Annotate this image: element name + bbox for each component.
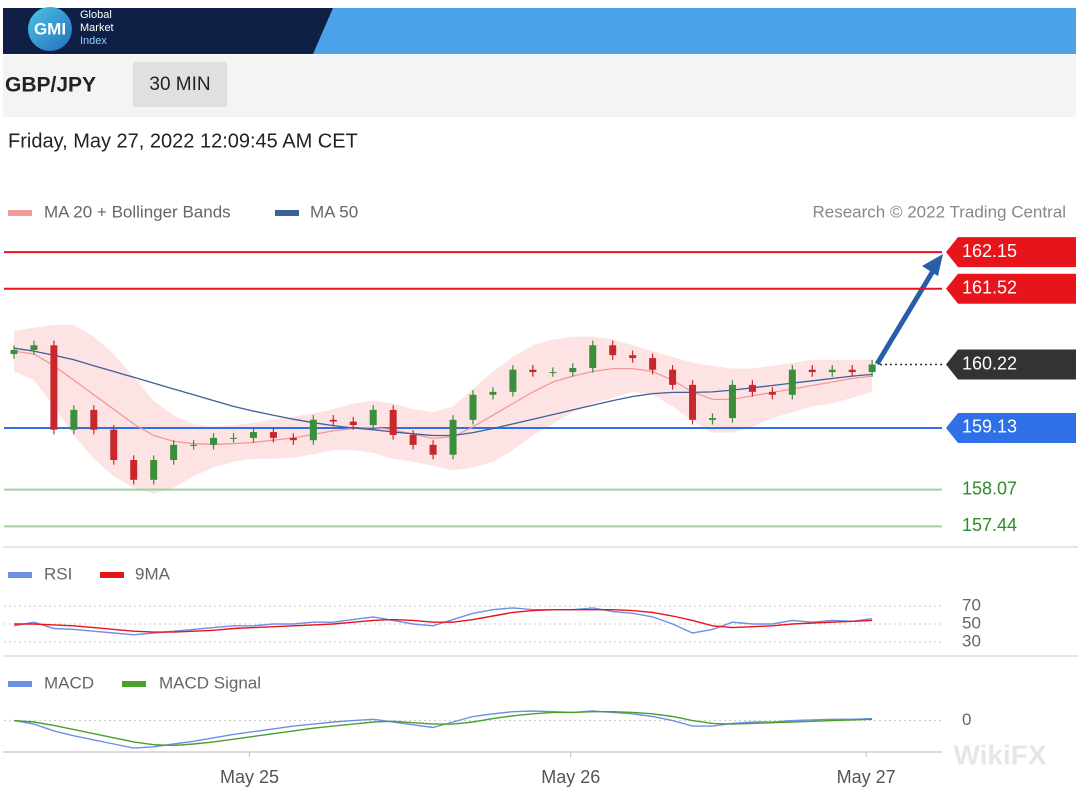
candle-body	[110, 429, 118, 460]
candle-body	[30, 345, 38, 350]
level-label: 159.13	[962, 417, 1017, 437]
candle-body	[569, 367, 577, 373]
candle-body	[210, 437, 218, 445]
candle-body	[848, 369, 856, 373]
logo-circle	[28, 7, 72, 51]
legend-label: 9MA	[135, 564, 171, 583]
candle-body	[130, 459, 138, 480]
candle-body	[728, 384, 736, 419]
legend-label: MACD	[44, 673, 94, 692]
candle-body	[190, 444, 198, 446]
candle-body	[649, 358, 657, 370]
x-tick-label: May 26	[541, 767, 600, 787]
header-brand-area	[3, 8, 333, 54]
legend-swatch	[122, 681, 146, 687]
candle-body	[589, 345, 597, 368]
candle-body	[50, 345, 58, 430]
y-tick-label: 0	[962, 710, 971, 729]
candle-body	[489, 391, 497, 395]
indicator-line	[14, 609, 873, 633]
timeframe-button[interactable]	[133, 62, 227, 107]
legend-label: MA 20 + Bollinger Bands	[44, 202, 231, 221]
credit: Research © 2022 Trading Central	[813, 202, 1067, 221]
candle-body	[509, 369, 517, 392]
candle-body	[349, 421, 357, 426]
candle-body	[788, 369, 796, 395]
candle-body	[269, 432, 277, 438]
candle-body	[708, 418, 716, 420]
legend-swatch	[8, 210, 32, 216]
level-label: 162.15	[962, 241, 1017, 261]
level-label: 160.22	[962, 353, 1017, 373]
candle-body	[768, 391, 776, 395]
y-tick-label: 50	[962, 614, 981, 633]
candle-body	[429, 444, 437, 455]
candle-body	[828, 369, 836, 373]
level-label: 157.44	[962, 515, 1017, 535]
y-tick-label: 30	[962, 631, 981, 650]
level-label: 161.52	[962, 278, 1017, 298]
candle-body	[230, 437, 238, 439]
candle-body	[689, 384, 697, 420]
watermark: WikiFX	[953, 739, 1046, 770]
legend-swatch	[275, 210, 299, 216]
forecast-arrow	[874, 264, 939, 366]
candle-body	[150, 459, 158, 480]
candle-body	[748, 384, 756, 392]
candle-body	[609, 345, 617, 356]
brand-line: Market	[80, 22, 114, 34]
candle-body	[289, 437, 297, 441]
symbol: GBP/JPY	[5, 74, 96, 97]
brand-line: Global	[80, 9, 112, 21]
level-label-box	[946, 412, 1076, 443]
y-tick-label: 70	[962, 596, 981, 615]
candle-body	[529, 369, 537, 373]
level-label: 158.07	[962, 478, 1017, 498]
logo-text: GMI	[34, 19, 66, 38]
bollinger-band	[14, 324, 873, 494]
legend-swatch	[8, 572, 32, 578]
level-label-box	[946, 273, 1076, 304]
candle-body	[469, 394, 477, 420]
legend-label: RSI	[44, 564, 72, 583]
level-label-box	[946, 237, 1076, 268]
legend-label: MACD Signal	[159, 673, 261, 692]
legend-swatch	[8, 681, 32, 687]
candle-body	[549, 372, 557, 374]
candle-body	[249, 432, 257, 438]
candle-body	[309, 419, 317, 441]
indicator-line	[13, 711, 873, 747]
legend-label: MA 50	[310, 202, 358, 221]
x-tick-label: May 25	[220, 767, 279, 787]
candle-body	[669, 369, 677, 385]
candle-body	[629, 355, 637, 359]
level-label-box	[946, 349, 1076, 380]
candle-body	[10, 349, 18, 355]
candle-body	[369, 409, 377, 426]
candle-body	[389, 409, 397, 435]
forecast-arrowhead	[922, 254, 943, 276]
timestamp: Friday, May 27, 2022 12:09:45 AM CET	[8, 130, 358, 152]
x-tick-label: May 27	[837, 767, 896, 787]
candle-body	[329, 419, 337, 422]
candle-body	[868, 364, 876, 373]
candle-body	[170, 444, 178, 460]
candle-body	[449, 419, 457, 455]
candle-body	[90, 409, 98, 430]
candle-body	[70, 409, 78, 430]
indicator-line	[13, 607, 873, 636]
candle-body	[409, 434, 417, 445]
candle-body	[808, 369, 816, 373]
timeframe[interactable]: 30 MIN	[149, 74, 210, 95]
legend-swatch	[100, 572, 124, 578]
brand-line: Index	[80, 35, 107, 47]
